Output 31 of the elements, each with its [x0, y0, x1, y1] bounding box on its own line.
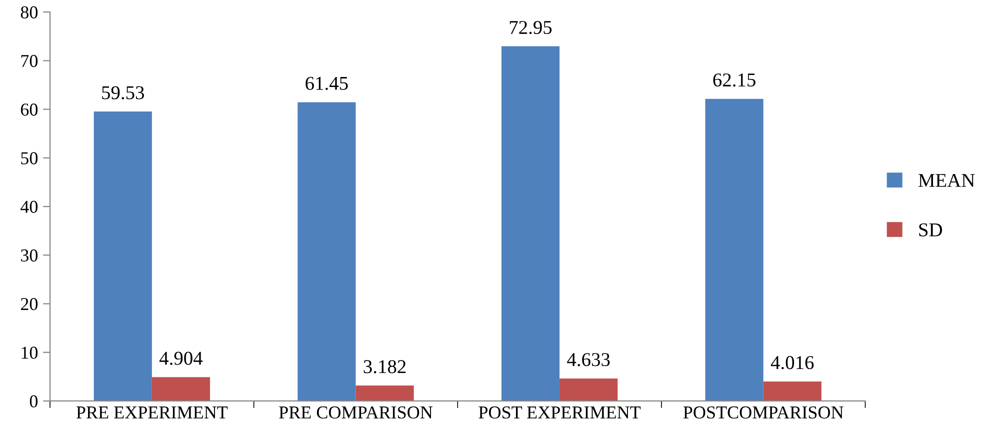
- bar: [560, 378, 618, 401]
- y-tick-label: 0: [30, 395, 38, 408]
- x-tick-label: POST EXPERIMENT: [478, 406, 641, 419]
- bar: [356, 386, 414, 401]
- y-tick-label: 30: [21, 249, 38, 262]
- data-label: 3.182: [364, 360, 406, 374]
- bar: [298, 102, 356, 401]
- bar: [501, 46, 560, 401]
- data-label: 4.633: [567, 353, 610, 366]
- y-tick-label: 60: [20, 104, 38, 116]
- data-label: 61.45: [306, 76, 348, 90]
- x-tick-label: POSTCOMPARISON: [683, 406, 844, 419]
- legend-label: MEAN: [918, 174, 975, 187]
- y-tick-label: 70: [21, 54, 38, 68]
- data-label: 62.15: [713, 73, 756, 87]
- bar: [152, 377, 210, 401]
- bar: [763, 381, 822, 401]
- x-tick-label: PRE EXPERIMENT: [76, 406, 228, 418]
- y-tick-label: 50: [21, 152, 38, 164]
- data-label: 59.53: [102, 86, 144, 100]
- y-tick-label: 20: [20, 298, 38, 310]
- data-label: 72.95: [510, 20, 552, 34]
- data-label: 4.904: [159, 352, 203, 365]
- bar: [705, 98, 764, 401]
- bar: [94, 112, 152, 401]
- legend-label: SD: [919, 223, 942, 236]
- x-tick-label: PRE COMPARISON: [279, 406, 433, 419]
- data-label: 4.016: [770, 356, 814, 370]
- y-tick-label: 40: [20, 200, 38, 213]
- y-tick-label: 80: [20, 6, 38, 18]
- y-tick-label: 10: [22, 346, 38, 359]
